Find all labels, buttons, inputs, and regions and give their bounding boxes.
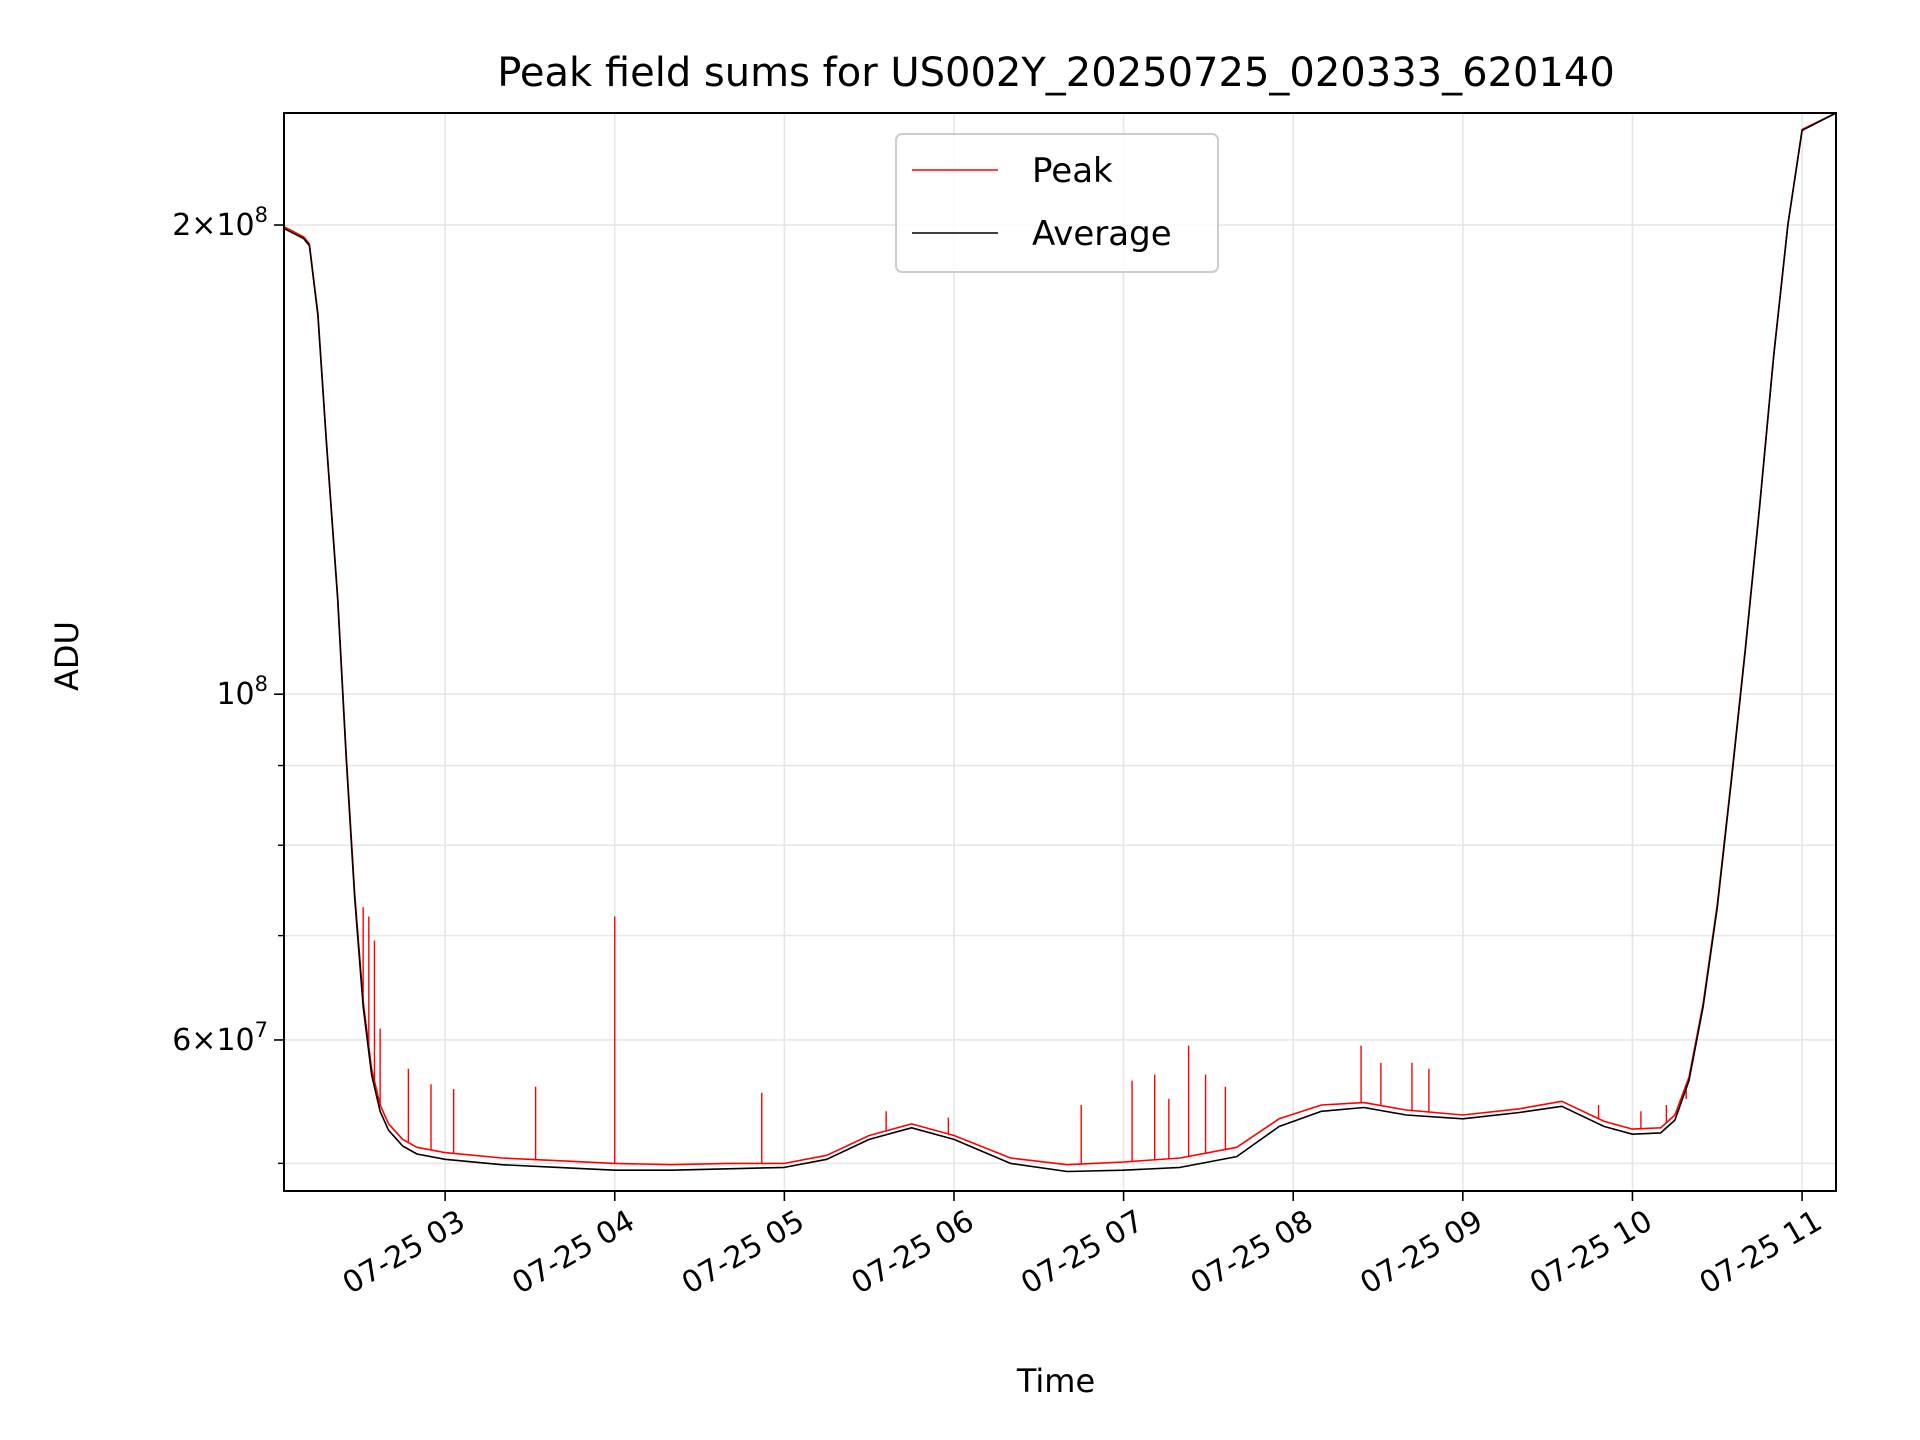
y-tick-label: 6×107 <box>172 1018 268 1058</box>
chart-title: Peak field sums for US002Y_20250725_0203… <box>497 50 1615 96</box>
legend: Peak Average <box>895 133 1219 273</box>
legend-box <box>895 133 1219 273</box>
series-line-average <box>283 112 1837 1173</box>
legend-label-peak: Peak <box>1032 151 1113 191</box>
y-tick-label: 2×108 <box>172 203 268 243</box>
series-layer <box>283 112 1837 1173</box>
x-axis-title: Time <box>1016 1362 1095 1400</box>
y-axis-title: ADU <box>48 621 86 691</box>
plot-frame <box>283 112 1837 1192</box>
legend-label-average: Average <box>1032 214 1172 254</box>
y-tick-label: 108 <box>216 672 268 712</box>
